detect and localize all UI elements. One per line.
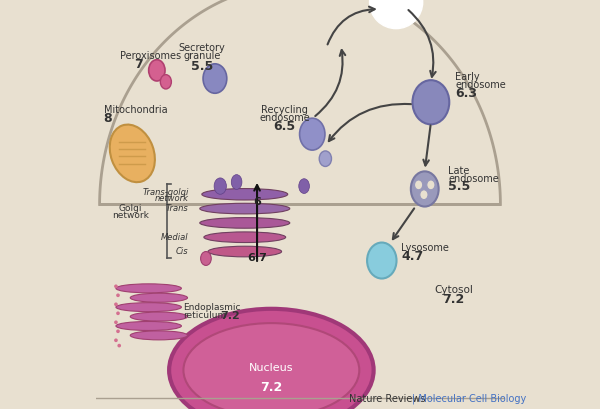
Text: Recycling: Recycling: [261, 105, 308, 115]
Ellipse shape: [116, 284, 181, 293]
Text: Cytosol: Cytosol: [434, 285, 473, 295]
Text: Nucleus: Nucleus: [249, 363, 293, 373]
Text: endosome: endosome: [259, 113, 310, 123]
Text: 7: 7: [134, 58, 143, 71]
Text: 6.5: 6.5: [274, 120, 296, 133]
Text: 5.5: 5.5: [191, 60, 213, 73]
Text: Peroxisomes: Peroxisomes: [120, 52, 181, 61]
Text: Lysosome: Lysosome: [401, 243, 449, 253]
Text: 6.3: 6.3: [455, 87, 478, 100]
Ellipse shape: [114, 285, 118, 288]
Ellipse shape: [110, 125, 155, 182]
Ellipse shape: [370, 0, 423, 29]
Text: 7.2: 7.2: [442, 293, 464, 306]
Text: 7.2: 7.2: [220, 311, 240, 321]
Text: 5.5: 5.5: [448, 180, 470, 193]
Ellipse shape: [200, 218, 290, 228]
Ellipse shape: [367, 243, 397, 279]
Text: Medial: Medial: [161, 233, 189, 242]
Text: Early: Early: [455, 72, 480, 82]
Ellipse shape: [200, 203, 290, 214]
Text: 8: 8: [104, 112, 112, 125]
Ellipse shape: [149, 60, 165, 81]
Ellipse shape: [319, 151, 331, 166]
Ellipse shape: [411, 171, 439, 207]
Ellipse shape: [184, 323, 359, 409]
Ellipse shape: [420, 190, 428, 200]
Text: Mitochondria: Mitochondria: [104, 106, 167, 115]
Ellipse shape: [427, 180, 435, 190]
Ellipse shape: [169, 309, 374, 409]
Ellipse shape: [116, 312, 120, 315]
Text: granule: granule: [183, 52, 221, 61]
Ellipse shape: [208, 246, 281, 257]
Text: Golgi: Golgi: [119, 204, 142, 213]
Ellipse shape: [118, 344, 121, 348]
Text: network: network: [155, 194, 189, 203]
Ellipse shape: [114, 339, 118, 342]
Text: 6.7: 6.7: [247, 254, 267, 263]
Ellipse shape: [114, 321, 118, 324]
Text: reticulum: reticulum: [184, 311, 227, 320]
Ellipse shape: [116, 321, 181, 330]
Ellipse shape: [231, 175, 242, 189]
Text: 7.2: 7.2: [260, 381, 283, 394]
Ellipse shape: [130, 312, 188, 321]
Text: endosome: endosome: [455, 80, 506, 90]
Text: Nature Reviews: Nature Reviews: [349, 394, 429, 404]
Ellipse shape: [412, 80, 449, 124]
Ellipse shape: [415, 180, 422, 190]
Ellipse shape: [130, 293, 188, 302]
Ellipse shape: [202, 189, 288, 200]
Polygon shape: [100, 0, 500, 204]
Text: Late: Late: [448, 166, 469, 176]
Text: 6: 6: [253, 198, 261, 207]
Ellipse shape: [130, 331, 188, 340]
Ellipse shape: [160, 74, 172, 89]
Ellipse shape: [204, 232, 286, 243]
Text: network: network: [112, 211, 149, 220]
Ellipse shape: [203, 64, 227, 93]
Text: Endoplasmic: Endoplasmic: [184, 303, 241, 312]
Text: | Molecular Cell Biology: | Molecular Cell Biology: [412, 393, 527, 404]
Ellipse shape: [116, 294, 120, 297]
Text: Trans-golgi: Trans-golgi: [142, 188, 189, 197]
Text: Secretory: Secretory: [178, 43, 225, 53]
Ellipse shape: [299, 118, 325, 150]
Ellipse shape: [114, 303, 118, 306]
Ellipse shape: [299, 179, 310, 193]
Text: endosome: endosome: [448, 174, 499, 184]
Ellipse shape: [116, 330, 120, 333]
Ellipse shape: [116, 303, 181, 312]
Ellipse shape: [200, 252, 211, 265]
Text: Cis: Cis: [176, 247, 189, 256]
Ellipse shape: [214, 178, 226, 194]
Text: 4.7: 4.7: [401, 250, 424, 263]
Text: Trans: Trans: [166, 204, 189, 213]
